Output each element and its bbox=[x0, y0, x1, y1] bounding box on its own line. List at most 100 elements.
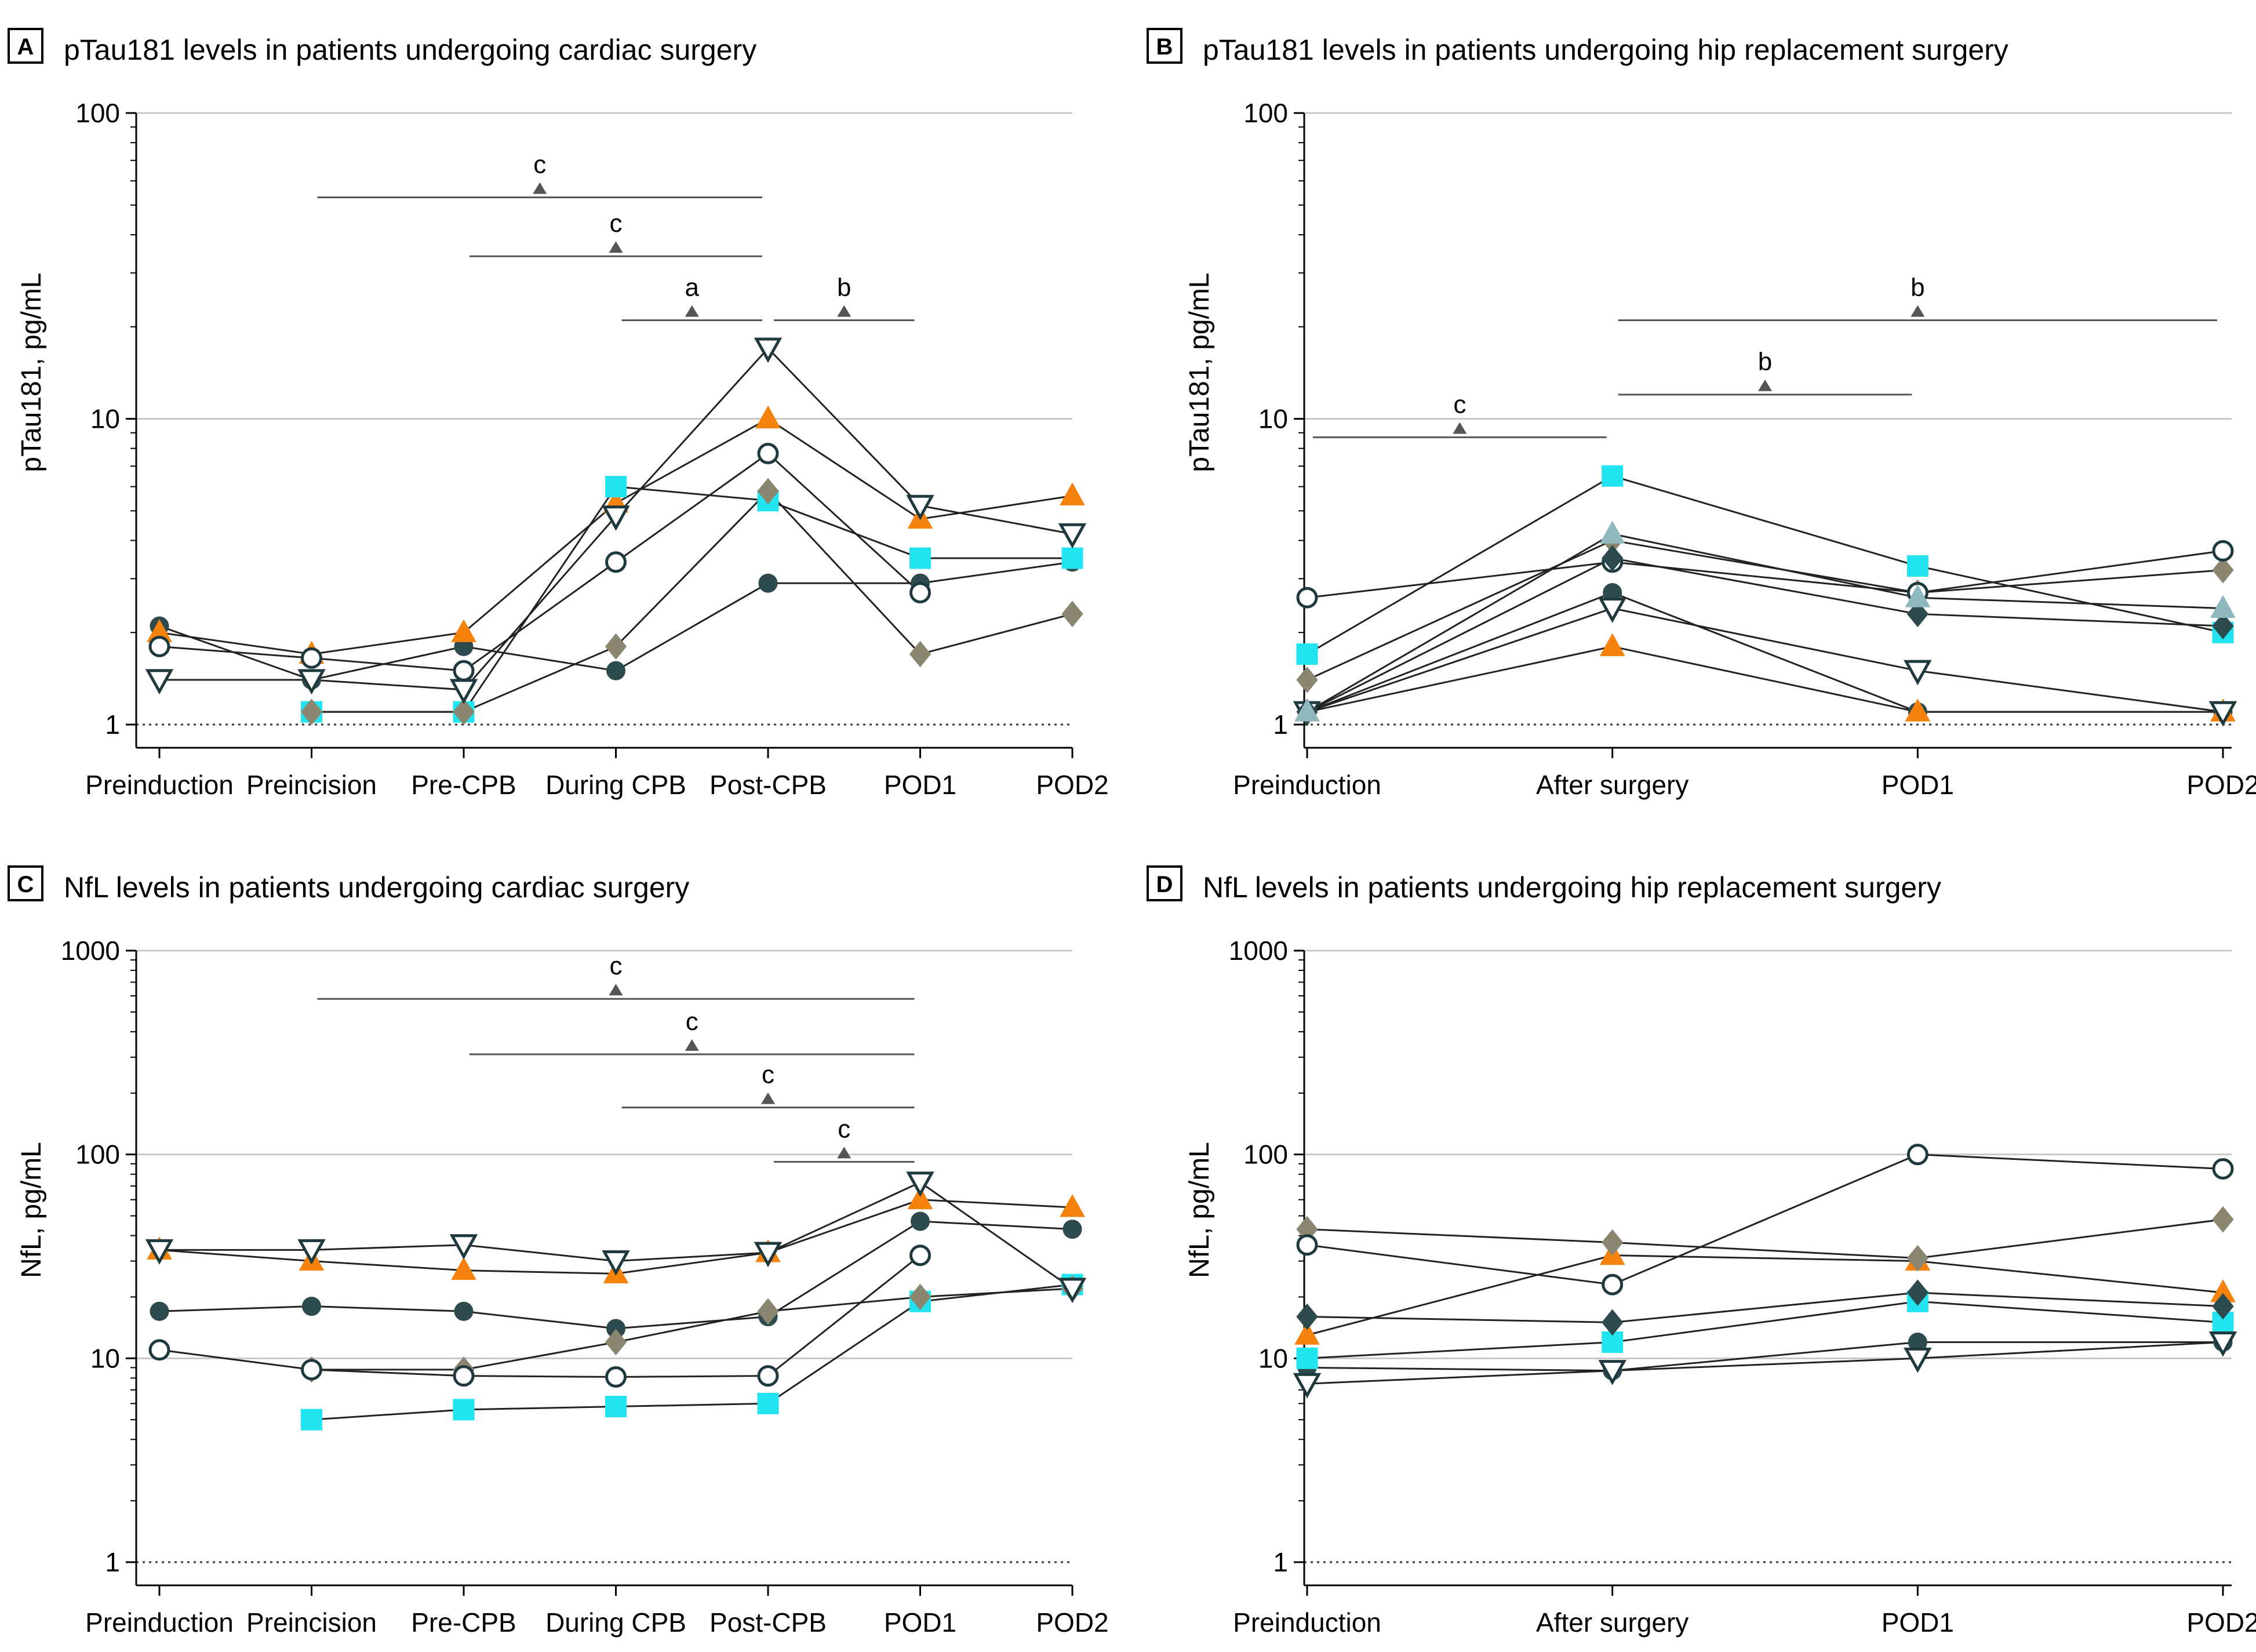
data-point-s6 bbox=[145, 669, 174, 695]
chart-title: pTau181 levels in patients undergoing hi… bbox=[1203, 34, 2008, 66]
data-point-s6 bbox=[1904, 1347, 1932, 1373]
x-tick-label: After surgery bbox=[1536, 1607, 1689, 1638]
series-line-s8 bbox=[1307, 533, 2224, 713]
data-point-s2 bbox=[755, 405, 781, 428]
data-point-s2 bbox=[1599, 633, 1625, 656]
data-point-s6 bbox=[449, 679, 478, 705]
y-tick-label: 10 bbox=[90, 1343, 120, 1373]
x-tick-label: Pre-CPB bbox=[411, 1607, 516, 1638]
data-point-s5 bbox=[301, 1359, 322, 1381]
data-point-s2 bbox=[1060, 1193, 1085, 1217]
y-axis-label: pTau181, pg/mL bbox=[16, 272, 47, 472]
x-tick-label: Preinduction bbox=[1233, 770, 1381, 800]
data-point-s2 bbox=[907, 1186, 933, 1210]
panel-letter-box bbox=[8, 865, 43, 901]
series-line-s6 bbox=[1307, 607, 2224, 713]
data-point-s8 bbox=[1599, 521, 1625, 544]
data-point-s6 bbox=[449, 1234, 478, 1260]
data-point-s6 bbox=[1058, 523, 1087, 549]
data-point-s5 bbox=[605, 1366, 627, 1388]
significance-label: c bbox=[762, 1061, 774, 1089]
data-point-s4 bbox=[605, 633, 627, 660]
y-tick-label: 1 bbox=[105, 1547, 120, 1577]
y-tick-label: 1 bbox=[1273, 709, 1288, 740]
data-point-s6 bbox=[2208, 701, 2237, 727]
data-point-s6 bbox=[602, 505, 630, 531]
x-tick-label: Preincision bbox=[246, 770, 377, 800]
x-tick-label: After surgery bbox=[1536, 770, 1689, 800]
significance-arrow bbox=[533, 182, 547, 194]
data-point-s3 bbox=[605, 1396, 627, 1418]
x-tick-label: Preinduction bbox=[85, 1607, 234, 1638]
data-point-s5 bbox=[2212, 540, 2234, 562]
series-line-s2 bbox=[159, 417, 1073, 655]
data-point-s3 bbox=[1061, 547, 1083, 569]
data-point-s2 bbox=[1294, 1322, 1320, 1345]
data-point-s4 bbox=[1061, 601, 1083, 627]
data-point-s5 bbox=[909, 581, 931, 603]
y-tick-label: 10 bbox=[90, 404, 120, 434]
data-point-s4 bbox=[2212, 1206, 2234, 1233]
series-line-s7 bbox=[1307, 557, 2224, 713]
data-point-s5 bbox=[757, 1365, 779, 1387]
data-point-s8 bbox=[1294, 698, 1320, 722]
series-line-s4 bbox=[1307, 1218, 2224, 1260]
y-tick-label: 100 bbox=[1243, 1140, 1288, 1170]
chart-title: NfL levels in patients undergoing cardia… bbox=[64, 871, 689, 904]
significance-arrow bbox=[609, 984, 623, 996]
panel-letter: D bbox=[1156, 872, 1173, 897]
x-tick-label: Pre-CPB bbox=[411, 770, 516, 800]
chart-title: NfL levels in patients undergoing hip re… bbox=[1203, 871, 1941, 904]
data-point-s3 bbox=[605, 476, 627, 498]
series-line-s6 bbox=[1307, 1341, 2224, 1385]
series-line-s5 bbox=[159, 1254, 921, 1378]
data-point-s6 bbox=[754, 1242, 783, 1268]
significance-arrow bbox=[1911, 305, 1925, 317]
data-point-s2 bbox=[451, 1257, 476, 1280]
data-point-s6 bbox=[297, 669, 326, 695]
data-point-s5 bbox=[1296, 587, 1318, 609]
data-point-s6 bbox=[297, 1239, 326, 1265]
data-point-s1 bbox=[454, 1301, 474, 1321]
panel-letter-box bbox=[1147, 865, 1182, 901]
data-point-s6 bbox=[1293, 1373, 1322, 1399]
data-point-s1 bbox=[150, 1301, 169, 1321]
x-tick-label: POD1 bbox=[884, 1607, 956, 1638]
data-point-s1 bbox=[758, 573, 778, 593]
y-axis-label: NfL, pg/mL bbox=[16, 1142, 47, 1278]
significance-arrow bbox=[1453, 422, 1467, 434]
data-point-s4 bbox=[300, 698, 323, 725]
data-point-s7 bbox=[1602, 545, 1624, 572]
significance-arrow bbox=[609, 241, 623, 253]
significance-arrow bbox=[685, 1039, 699, 1051]
data-point-s4 bbox=[605, 1329, 627, 1356]
data-point-s4 bbox=[757, 1298, 779, 1325]
significance-arrow bbox=[1758, 379, 1772, 391]
y-tick-label: 1 bbox=[105, 709, 120, 740]
data-point-s5 bbox=[301, 647, 322, 669]
data-point-s7 bbox=[2212, 613, 2234, 639]
data-point-s6 bbox=[906, 494, 934, 521]
x-tick-label: Preincision bbox=[246, 1607, 377, 1638]
data-point-s4 bbox=[909, 1283, 931, 1311]
data-point-s4 bbox=[909, 641, 931, 668]
data-point-s7 bbox=[1602, 1309, 1624, 1336]
data-point-s3 bbox=[757, 1392, 779, 1414]
significance-label: b bbox=[1758, 348, 1772, 376]
data-point-s3 bbox=[1602, 465, 1624, 487]
y-tick-label: 1000 bbox=[1229, 936, 1288, 966]
data-point-s3 bbox=[1906, 555, 1928, 577]
panel-letter: B bbox=[1156, 34, 1173, 60]
y-tick-label: 100 bbox=[75, 98, 120, 128]
series-line-s3 bbox=[1307, 475, 2224, 655]
data-point-s4 bbox=[1602, 1229, 1624, 1256]
panel-d: D NfL levels in patients undergoing hip r… bbox=[1147, 865, 2256, 1638]
series-line-s1 bbox=[1307, 1341, 2223, 1372]
data-point-s7 bbox=[1296, 1303, 1318, 1330]
data-point-s6 bbox=[145, 1239, 174, 1265]
data-point-s6 bbox=[1598, 597, 1626, 623]
y-axis-label: pTau181, pg/mL bbox=[1184, 272, 1215, 472]
data-point-s7 bbox=[1906, 601, 1928, 627]
